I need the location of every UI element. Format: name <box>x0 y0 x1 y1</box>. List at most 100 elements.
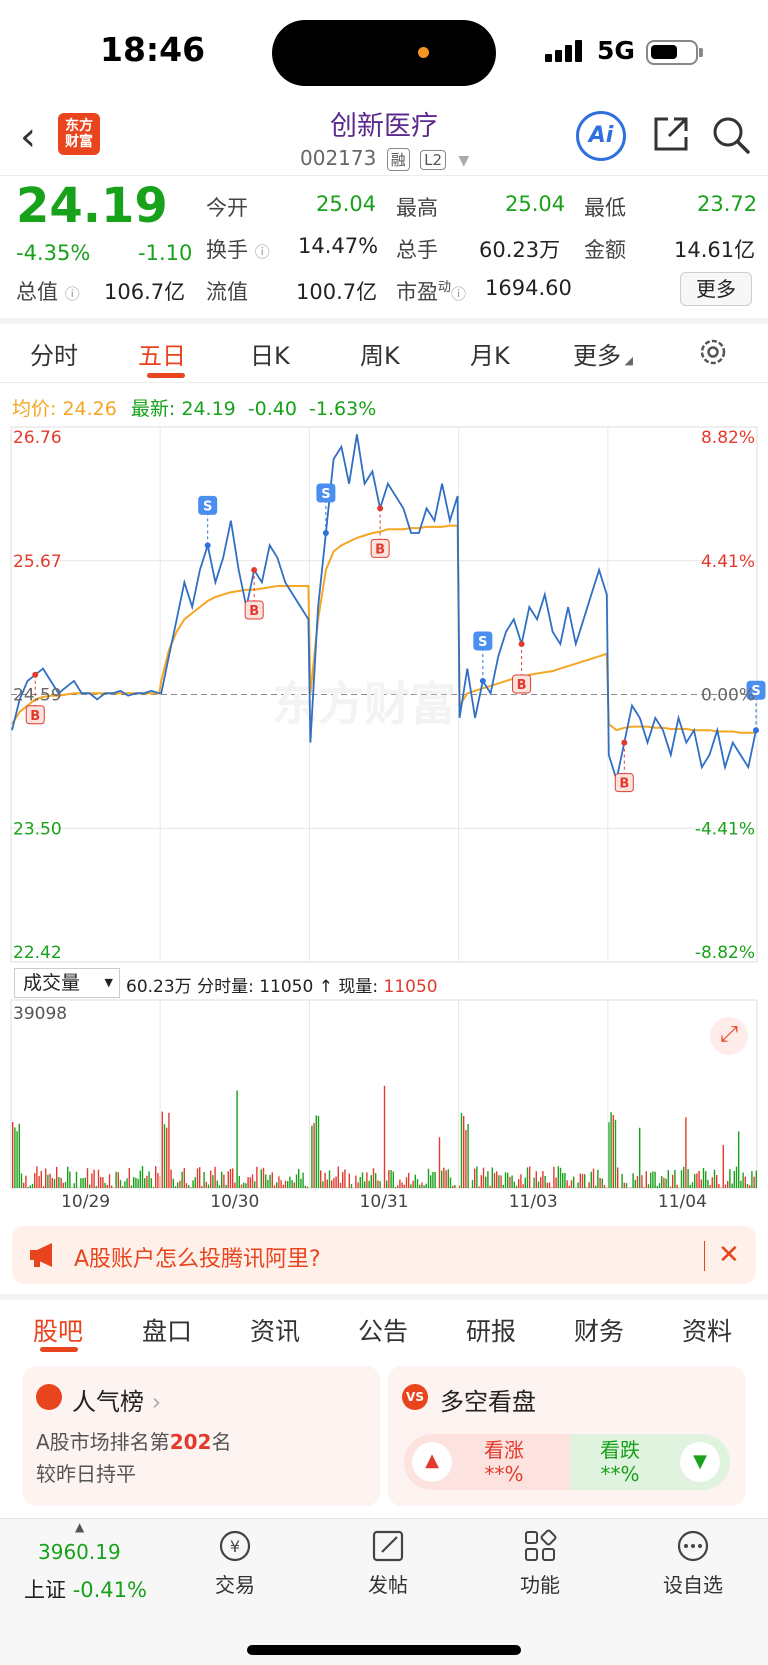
volume-bar <box>430 1175 432 1188</box>
volume-bar <box>676 1184 678 1188</box>
index-name[interactable]: 上证 -0.41% <box>24 1578 147 1602</box>
volume-bar <box>315 1115 317 1188</box>
volume-bar <box>399 1179 401 1188</box>
trade-marker-dot <box>322 530 329 537</box>
volume-bar <box>603 1184 606 1188</box>
volume-bar <box>518 1179 520 1188</box>
tab-orderbook[interactable]: 盘口 <box>142 1317 193 1346</box>
tab-forum[interactable]: 股吧 <box>33 1317 84 1346</box>
volume-bar <box>746 1183 749 1188</box>
volume-bar <box>566 1180 568 1188</box>
volume-bar <box>623 1182 625 1188</box>
volume-bar <box>645 1171 647 1188</box>
tab-daily-k[interactable]: 日K <box>250 342 290 370</box>
share-icon[interactable] <box>652 115 690 153</box>
volume-bar <box>639 1127 641 1188</box>
volume-bar <box>588 1182 590 1188</box>
volume-bar <box>249 1177 251 1188</box>
volume-bar <box>293 1182 295 1188</box>
indicator-select[interactable]: 成交量 ▼ <box>14 968 120 998</box>
volume-bar <box>731 1183 733 1188</box>
volume-bar <box>97 1169 100 1188</box>
volume-bar <box>245 1183 247 1188</box>
y-right-tick: 4.41% <box>701 552 755 572</box>
chevron-down-icon: ▼ <box>458 153 470 169</box>
volume-bar <box>564 1172 566 1188</box>
stock-code-row[interactable]: 002173 融 L2 ▼ <box>300 146 469 171</box>
close-icon[interactable]: ✕ <box>718 1240 740 1270</box>
volume-bar <box>328 1170 331 1188</box>
back-icon[interactable]: ‹ <box>20 114 36 160</box>
tabbar-post[interactable]: 发帖 <box>358 1528 418 1598</box>
volume-bar <box>73 1183 75 1188</box>
tab-weekly-k[interactable]: 周K <box>360 342 400 370</box>
volume-bar <box>144 1178 146 1188</box>
sell-marker <box>473 631 493 651</box>
y-left-tick: 26.76 <box>13 428 62 448</box>
popular-card[interactable] <box>22 1366 380 1506</box>
battery-icon <box>646 40 703 65</box>
volume-bar <box>511 1175 513 1188</box>
volume-bar <box>397 1185 399 1188</box>
volume-bar <box>476 1166 478 1188</box>
tab-five-day[interactable]: 五日 <box>138 342 186 370</box>
volume-bar <box>82 1177 84 1188</box>
volume-bar <box>146 1175 148 1188</box>
volume-bar <box>29 1185 31 1188</box>
float-value: 100.7亿 <box>296 280 378 304</box>
expand-icon[interactable]: ⤢ <box>710 1017 748 1055</box>
volume-bar <box>577 1182 579 1188</box>
tabbar-trade[interactable]: ¥ 交易 <box>205 1528 265 1598</box>
volume-bar <box>40 1170 42 1188</box>
volume-bar <box>18 1123 20 1188</box>
volume-bar <box>617 1167 619 1188</box>
tab-monthly-k[interactable]: 月K <box>470 342 510 370</box>
tab-research[interactable]: 研报 <box>466 1317 517 1346</box>
volume-bar <box>610 1112 612 1188</box>
tab-profile[interactable]: 资料 <box>682 1317 733 1346</box>
volume-bar <box>702 1167 705 1188</box>
more-icon <box>677 1530 709 1562</box>
volume-bar <box>51 1178 53 1188</box>
volume-bar <box>168 1112 170 1188</box>
volume-bar <box>100 1177 102 1188</box>
volume-bar <box>548 1182 551 1188</box>
popular-title: 人气榜 › <box>72 1388 162 1416</box>
volume-bar <box>324 1172 326 1188</box>
tabbar-functions[interactable]: 功能 <box>510 1528 570 1598</box>
more-quote-button[interactable]: 更多 <box>680 272 752 306</box>
tab-finance[interactable]: 财务 <box>574 1317 625 1346</box>
x-axis-label: 10/31 <box>360 1192 409 1211</box>
index-toggle-icon[interactable]: ▲ <box>75 1520 85 1534</box>
trade-marker-dot <box>753 727 759 734</box>
volume-bar <box>529 1166 531 1188</box>
tabbar-watchlist[interactable]: 设自选 <box>658 1528 728 1598</box>
tab-more[interactable]: 更多 ◢ <box>573 342 633 370</box>
tab-announcements[interactable]: 公告 <box>358 1317 409 1346</box>
tab-intraday[interactable]: 分时 <box>30 342 78 370</box>
volume-bar <box>724 1184 727 1188</box>
volume-bar <box>335 1176 337 1188</box>
index-value[interactable]: 3960.19 <box>38 1540 121 1564</box>
banner-text[interactable]: A股账户怎么投腾讯阿里? <box>74 1247 321 1272</box>
popular-rank-line: A股市场排名第202名 <box>36 1430 232 1454</box>
volume-bar <box>740 1180 742 1188</box>
volume-bar <box>410 1184 412 1188</box>
volume-bar <box>454 1185 456 1188</box>
tab-news[interactable]: 资讯 <box>250 1317 301 1346</box>
volume-bar <box>460 1112 463 1188</box>
ai-button[interactable]: Ai <box>576 111 626 161</box>
volume-bar <box>278 1176 280 1188</box>
watermark-logo: 东方财富 <box>272 677 456 731</box>
price-chart[interactable]: 东方财富 B S B S B S B B S 26.76 8.82% 25.67 4.41% 24.59… <box>0 420 768 970</box>
search-icon[interactable] <box>711 115 751 155</box>
trade-marker-label: S <box>203 499 212 514</box>
volume-bar <box>269 1174 271 1188</box>
volume-bar <box>509 1176 511 1188</box>
current-price: 24.19 <box>16 178 168 234</box>
volume-bar <box>67 1166 69 1188</box>
settings-icon[interactable] <box>698 337 728 367</box>
volume-bar <box>152 1186 155 1188</box>
volume-bar <box>260 1169 262 1188</box>
ad-banner[interactable] <box>12 1226 756 1284</box>
